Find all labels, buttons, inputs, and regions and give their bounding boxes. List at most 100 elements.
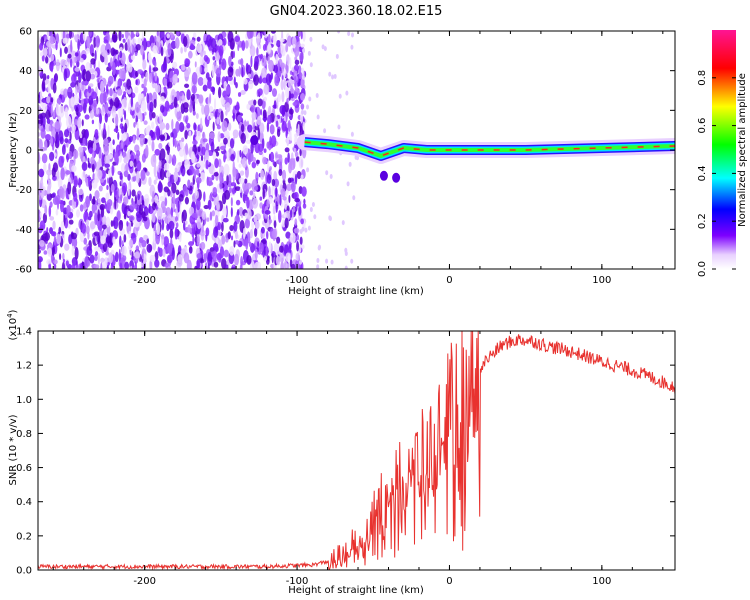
noise-blob <box>88 210 93 218</box>
noise-blob <box>274 76 280 87</box>
noise-blob <box>286 183 292 192</box>
noise-blob <box>85 195 91 208</box>
y-tick-label: -40 <box>16 225 32 236</box>
noise-blob <box>151 212 156 223</box>
noise-blob <box>300 103 305 110</box>
noise-blob <box>259 75 262 83</box>
noise-blob <box>38 139 43 150</box>
noise-blob <box>75 106 79 116</box>
noise-blob <box>163 47 166 53</box>
noise-blob <box>50 97 54 103</box>
colorbar-tick-label: 0.2 <box>697 213 708 229</box>
noise-blob <box>281 74 284 81</box>
noise-blob <box>254 220 260 230</box>
noise-blob <box>241 67 244 78</box>
noise-blob <box>196 36 201 42</box>
noise-blob <box>159 168 165 181</box>
noise-blob <box>135 44 142 51</box>
noise-blob <box>246 254 252 265</box>
noise-blob <box>118 219 124 231</box>
noise-blob <box>212 151 217 161</box>
noise-blob <box>219 181 223 190</box>
noise-blob <box>207 253 213 266</box>
noise-blob <box>218 64 222 71</box>
noise-blob <box>105 251 110 256</box>
noise-blob <box>229 224 234 232</box>
noise-blob <box>134 52 138 57</box>
noise-blob <box>196 130 202 139</box>
noise-blob <box>87 86 92 94</box>
noise-blob <box>290 85 294 95</box>
noise-blob <box>63 129 70 138</box>
noise-blob <box>100 235 107 245</box>
noise-blob <box>105 192 110 201</box>
noise-blob <box>104 153 110 166</box>
noise-blob <box>197 76 204 86</box>
noise-blob <box>196 258 201 269</box>
noise-blob <box>80 222 87 234</box>
noise-blob <box>123 110 127 121</box>
noise-blob <box>127 210 131 217</box>
noise-blob <box>121 34 124 39</box>
noise-blob <box>74 56 77 64</box>
noise-blob <box>287 177 292 184</box>
noise-blob <box>42 73 47 81</box>
noise-blob <box>38 239 45 247</box>
noise-blob <box>50 54 55 62</box>
noise-blob <box>206 217 210 222</box>
noise-blob <box>278 53 282 59</box>
noise-blob <box>143 234 149 240</box>
noise-blob <box>110 220 114 228</box>
noise-blob <box>105 216 111 228</box>
noise-blob <box>83 211 89 223</box>
noise-blob <box>250 142 254 154</box>
noise-blob <box>217 86 222 99</box>
noise-blob <box>269 151 275 163</box>
signal-blob <box>379 170 388 181</box>
colorbar-tick-label: 0.4 <box>697 165 708 181</box>
noise-blob <box>217 158 222 168</box>
noise-blob <box>243 195 248 201</box>
noise-blob <box>148 72 153 84</box>
noise-blob <box>203 253 207 263</box>
noise-blob <box>48 179 52 191</box>
noise-blob <box>246 103 251 110</box>
noise-blob <box>94 251 99 257</box>
noise-blob <box>136 121 139 129</box>
noise-blob <box>55 59 60 72</box>
noise-blob <box>256 38 261 43</box>
noise-blob <box>285 74 288 79</box>
noise-blob <box>171 95 175 101</box>
noise-blob <box>272 159 275 166</box>
noise-blob <box>223 130 230 138</box>
noise-blob <box>262 156 268 165</box>
noise-blob <box>55 103 60 116</box>
noise-blob <box>151 190 155 204</box>
x-tick-label: 0 <box>446 576 452 587</box>
noise-blob <box>254 248 258 260</box>
noise-blob <box>214 214 219 227</box>
noise-blob <box>238 163 242 168</box>
noise-blob <box>116 88 123 96</box>
noise-blob <box>257 185 261 192</box>
noise-blob <box>184 58 191 67</box>
noise-blob <box>244 178 248 184</box>
noise-blob <box>123 170 129 178</box>
noise-blob <box>284 157 288 165</box>
noise-blob <box>186 89 191 101</box>
noise-blob <box>38 168 45 178</box>
noise-blob <box>234 186 241 192</box>
noise-blob <box>96 233 99 243</box>
noise-blob <box>309 62 313 68</box>
noise-blob <box>237 92 242 97</box>
noise-blob <box>38 226 43 234</box>
noise-blob <box>174 226 178 240</box>
noise-blob <box>313 214 317 220</box>
noise-blob <box>45 109 51 120</box>
noise-blob <box>156 31 159 37</box>
noise-blob <box>107 80 112 87</box>
noise-blob <box>262 44 267 52</box>
noise-blob <box>154 60 157 68</box>
noise-blob <box>212 56 216 61</box>
noise-blob <box>166 223 170 232</box>
